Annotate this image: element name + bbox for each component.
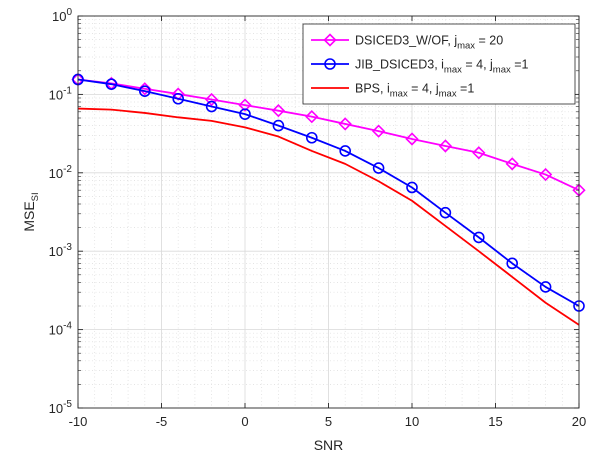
data-point-diamond — [472, 146, 486, 160]
x-tick-label: 15 — [488, 414, 502, 429]
x-tick-label: 0 — [241, 414, 248, 429]
y-tick-label: 10-2 — [49, 164, 73, 181]
data-point-circle — [339, 145, 352, 157]
legend-item: BPS, imax = 4, jmax =1 — [311, 82, 474, 100]
x-tick-label: -5 — [156, 414, 168, 429]
data-point-circle — [172, 92, 184, 105]
data-point-circle — [305, 131, 318, 144]
y-axis-title-main: MSE — [21, 201, 37, 231]
legend-label: JIB_DSICED3, imax = 4, jmax =1 — [355, 58, 529, 76]
data-point-circle — [139, 85, 151, 97]
data-point-circle — [205, 100, 218, 113]
x-tick-label: -10 — [69, 414, 88, 429]
series-line — [77, 78, 580, 307]
data-point-circle — [506, 257, 519, 270]
y-tick-label: 10-1 — [49, 85, 73, 102]
legend-item: DSICED3_W/OF, jmax = 20 — [311, 33, 503, 52]
data-point-diamond — [323, 33, 337, 47]
data-point-circle — [472, 231, 485, 244]
data-point-diamond — [538, 167, 553, 182]
data-point-diamond — [438, 139, 453, 153]
ticks: -10 -5 0 5 10 15 20 10-5 10-4 10-3 10-2 10-1 100 — [49, 7, 587, 429]
legend-label: DSICED3_W/OF, jmax = 20 — [355, 34, 503, 52]
data-point-circle — [539, 281, 552, 293]
legend-item: JIB_DSICED3, imax = 4, jmax =1 — [311, 58, 529, 76]
y-tick-label: 10-4 — [49, 321, 73, 338]
axis-titles: SNR MSESI — [21, 192, 343, 453]
data-point-circle — [406, 181, 418, 194]
data-point-diamond — [305, 110, 319, 124]
legend: DSICED3_W/OF, jmax = 20 JIB_DSICED3, imax… — [302, 23, 576, 105]
y-tick-label: 10-3 — [49, 242, 73, 259]
data-point-diamond — [238, 98, 252, 112]
data-point-circle — [105, 78, 118, 90]
y-tick-label: 10-5 — [49, 399, 73, 416]
data-point-circle — [439, 206, 452, 219]
data-point-diamond — [405, 132, 419, 146]
y-axis-title-subscript: SI — [30, 192, 41, 201]
x-tick-label: 5 — [325, 414, 332, 429]
data-point-diamond — [204, 92, 219, 107]
data-point-circle — [239, 108, 251, 120]
data-point-diamond — [271, 104, 286, 118]
x-axis-title: SNR — [314, 437, 344, 453]
legend-label: BPS, imax = 4, jmax =1 — [355, 82, 474, 100]
data-point-diamond — [338, 117, 352, 131]
y-tick-label: 100 — [52, 7, 72, 24]
x-tick-label: 20 — [572, 414, 586, 429]
data-point-circle — [272, 119, 285, 132]
y-axis-title: MSESI — [21, 192, 41, 231]
x-tick-label: 10 — [405, 414, 419, 429]
series-3 — [77, 107, 580, 326]
data-point-circle — [372, 162, 385, 174]
data-point-circle — [324, 58, 336, 70]
series-line — [77, 78, 580, 192]
data-point-diamond — [371, 124, 386, 138]
series-line — [77, 107, 580, 326]
data-point-diamond — [505, 157, 519, 171]
